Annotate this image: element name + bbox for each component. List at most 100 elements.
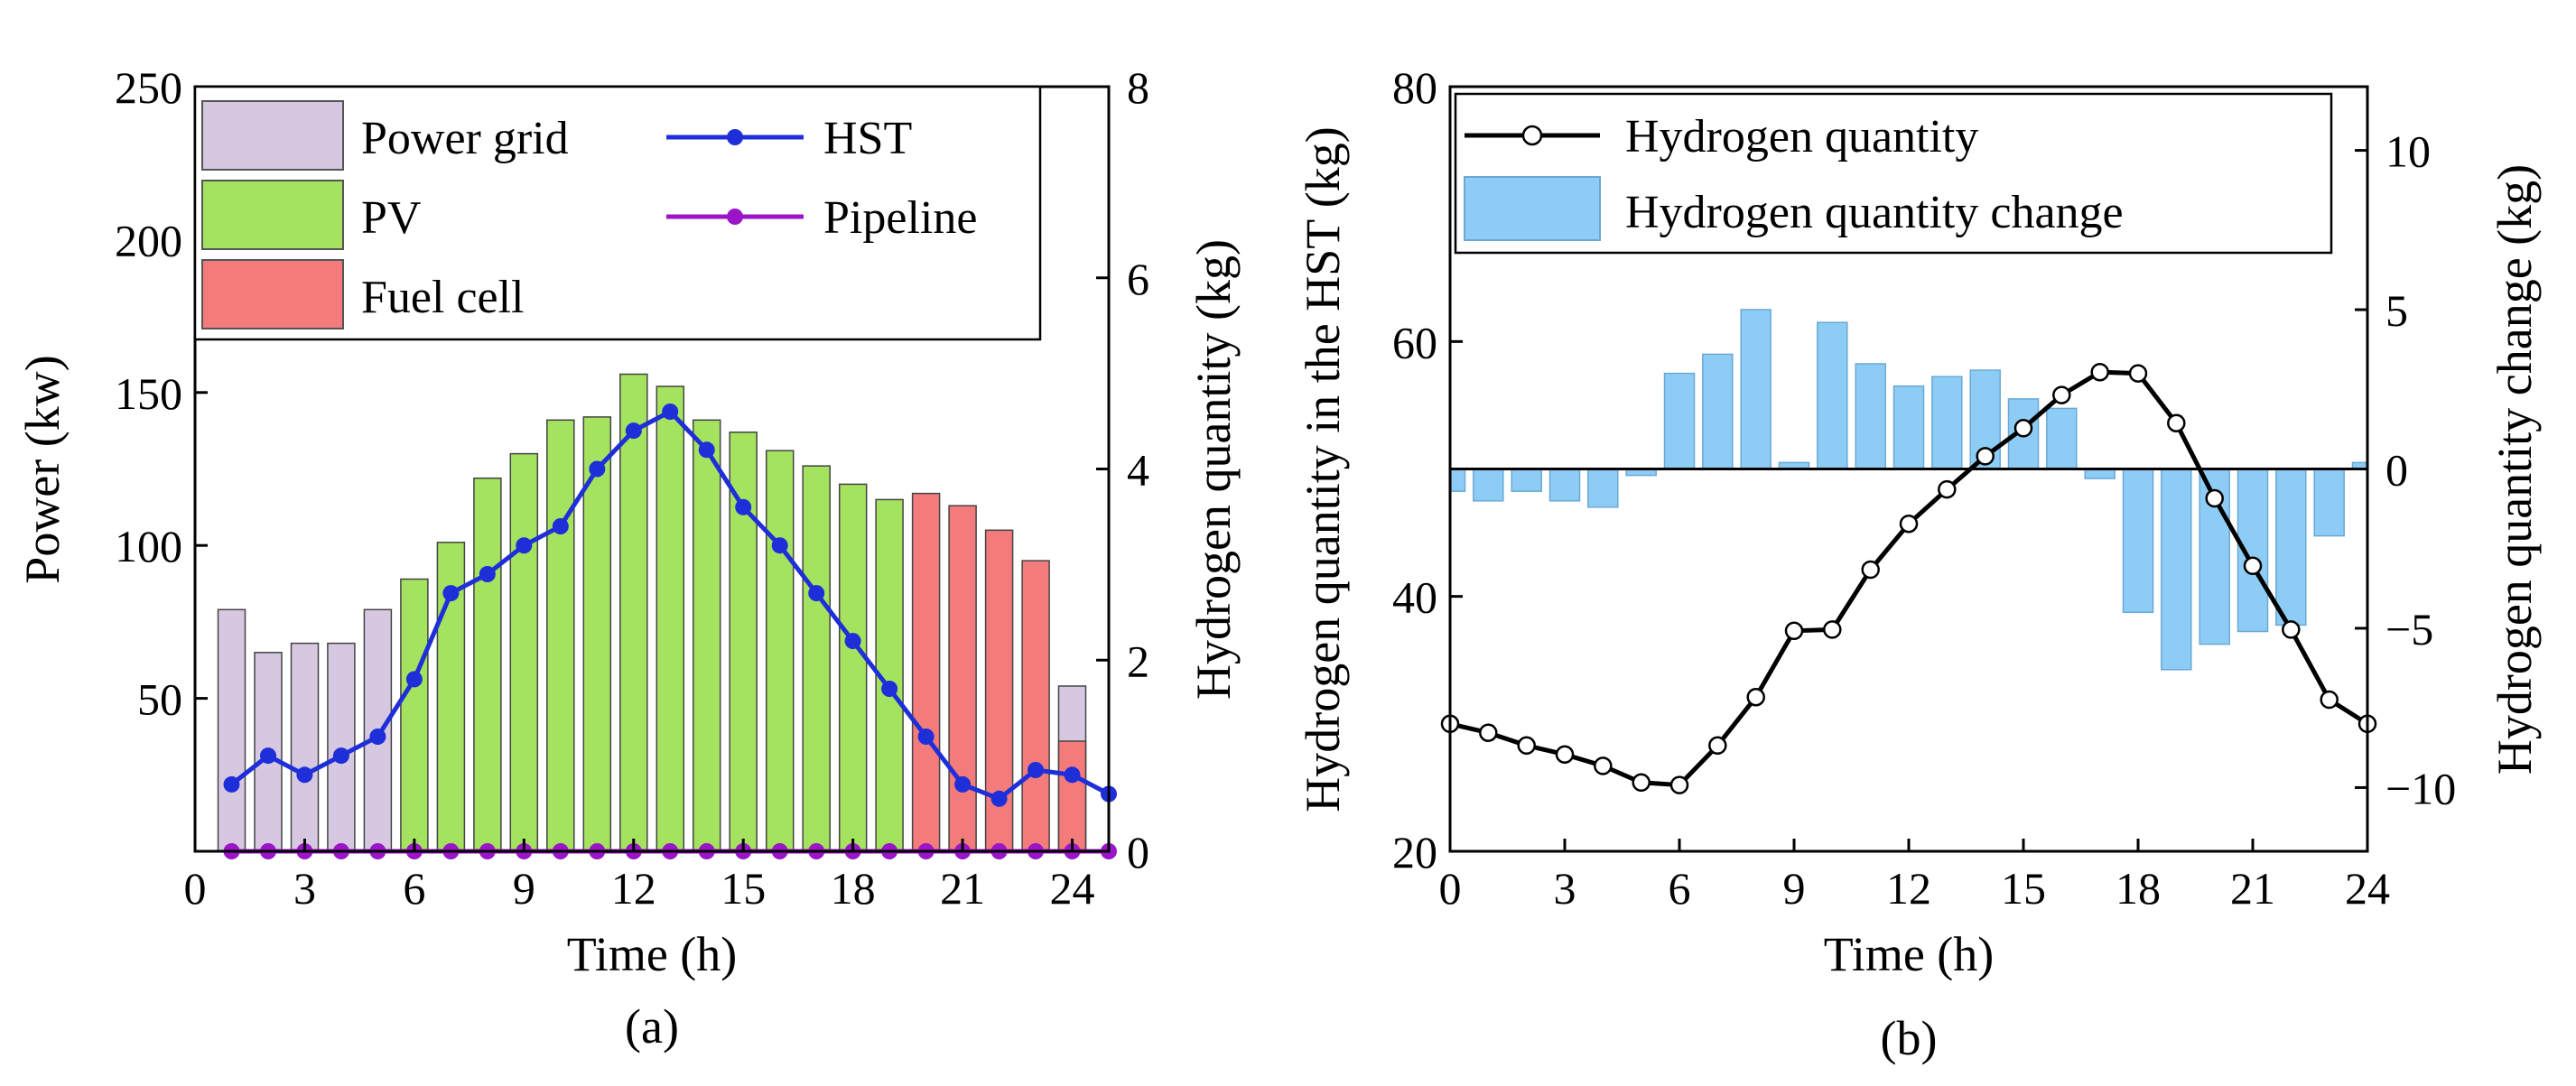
legend-swatch-fuel-cell (201, 259, 344, 330)
panel-b-y2-ticks: −10 −5 0 5 10 (2355, 126, 2456, 813)
panel-b-lines (1440, 362, 2377, 794)
panel-a-x-tick-label: 15 (721, 863, 766, 914)
bar-pv-6 (400, 578, 429, 852)
legend-swatch-pv (201, 180, 344, 250)
panel-a-x-tick-label: 24 (1050, 863, 1095, 914)
panel-b-x-tick-label: 15 (2001, 863, 2046, 914)
legend-label-hst: HST (823, 113, 912, 164)
bar-hydrogen-quantity-change-2 (1511, 468, 1542, 492)
legend-label-hydrogen-quantity: Hydrogen quantity (1625, 111, 1978, 162)
legend-label-pv: PV (361, 192, 421, 244)
legend-swatch-hydrogen-quantity-change (1464, 176, 1601, 241)
point-hydrogen-quantity-21 (2243, 556, 2263, 576)
point-hst-3 (296, 766, 313, 784)
point-hydrogen-quantity-23 (2320, 690, 2339, 710)
panel-a-y-tick-label: 50 (137, 674, 182, 725)
point-hydrogen-quantity-13 (1938, 479, 1957, 499)
panel-a-x-ticks: 0 3 6 9 12 15 18 21 24 (184, 839, 1095, 914)
bar-pv-14 (692, 419, 721, 852)
panel-b-y2-tick-label: 10 (2385, 126, 2431, 177)
panel-a-bars (217, 373, 1087, 852)
panel-b-x-tick-label: 21 (2230, 863, 2275, 914)
legend-swatch-power-grid (201, 100, 344, 171)
point-hst-16 (771, 537, 788, 554)
bar-pv-9 (509, 452, 539, 852)
point-hst-11 (589, 460, 606, 478)
panel-b-y-ticks: 20 40 60 80 (1392, 62, 1463, 877)
point-hydrogen-quantity-12 (1899, 514, 1919, 534)
point-hydrogen-quantity-15 (2013, 419, 2033, 438)
bar-fuel-cell-21 (948, 505, 977, 852)
bar-hydrogen-quantity-change-7 (1702, 353, 1734, 470)
legend-marker-hydrogen-quantity (1521, 125, 1543, 146)
bar-hydrogen-quantity-change-10 (1817, 321, 1848, 470)
point-hst-22 (990, 790, 1008, 807)
panel-a-y-tick-label: 200 (115, 215, 182, 265)
bar-hydrogen-quantity-change-11 (1855, 363, 1886, 470)
bar-power-grid-1 (217, 608, 246, 852)
legend-label-hydrogen-quantity-change: Hydrogen quantity change (1625, 187, 2124, 238)
bar-hydrogen-quantity-change-4 (1587, 468, 1619, 508)
point-hst-13 (662, 404, 679, 420)
panel-b-y2-tick-label: −5 (2385, 604, 2433, 654)
panel-b-y-tick-label: 20 (1392, 827, 1437, 877)
panel-a-y2-tick-label: 6 (1127, 254, 1149, 304)
panel-a-y-tick-label: 250 (115, 62, 182, 113)
point-hydrogen-quantity-22 (2282, 620, 2301, 639)
legend-label-power-grid: Power grid (361, 113, 569, 164)
panel-a-y2-tick-label: 2 (1127, 636, 1149, 686)
panel-b-x-tick-label: 3 (1554, 863, 1576, 914)
panel-a-x-tick-label: 0 (184, 863, 207, 914)
panel-a-label: (a) (625, 999, 679, 1054)
point-hydrogen-quantity-2 (1517, 736, 1536, 756)
panel-a-y2-tick-label: 4 (1127, 445, 1149, 496)
panel-b-y-tick-label: 80 (1392, 62, 1437, 113)
bar-hydrogen-quantity-change-14 (1969, 369, 2001, 470)
point-hydrogen-quantity-17 (2090, 362, 2109, 382)
bar-pv-7 (436, 542, 466, 852)
point-hst-7 (442, 585, 460, 602)
point-hst-4 (332, 747, 349, 765)
panel-b-y-tick-label: 40 (1392, 572, 1437, 623)
bar-fuel-cell-23 (1021, 560, 1050, 852)
point-hydrogen-quantity-6 (1669, 775, 1689, 794)
panel-b-label: (b) (1881, 1011, 1938, 1065)
point-hst-19 (881, 681, 898, 697)
point-hydrogen-quantity-19 (2167, 413, 2186, 432)
bar-hydrogen-quantity-change-12 (1892, 385, 1925, 470)
point-hst-23 (1028, 762, 1044, 778)
bar-hydrogen-quantity-change-8 (1740, 309, 1772, 470)
point-hst-5 (369, 729, 386, 745)
panel-b-x-tick-label: 24 (2345, 863, 2390, 914)
point-hst-17 (808, 585, 825, 602)
point-hst-1 (223, 775, 240, 793)
panel-a-x-tick-label: 6 (403, 863, 425, 914)
panel-a-y-ticks: 50 100 150 200 250 (115, 62, 208, 725)
bar-hydrogen-quantity-change-19 (2161, 468, 2192, 671)
legend-label-fuel-cell: Fuel cell (361, 272, 525, 323)
panel-a-y2-axis-label: Hydrogen quantity (kg) (1186, 239, 1241, 700)
panel-b-x-tick-label: 6 (1669, 863, 1691, 914)
point-hst-2 (260, 747, 276, 765)
point-hydrogen-quantity-16 (2052, 385, 2071, 404)
bar-pv-12 (619, 373, 648, 852)
panel-b-y-axis-label: Hydrogen quantity in the HST (kg) (1296, 126, 1350, 812)
panel-b-legend: Hydrogen quantity Hydrogen quantity chan… (1454, 92, 2333, 255)
panel-b-x-axis-label: Time (h) (1824, 927, 1995, 981)
bar-pv-17 (802, 465, 831, 852)
panel-a-x-axis-label: Time (h) (567, 927, 738, 981)
bar-pv-13 (656, 385, 685, 852)
panel-a-x-tick-label: 18 (831, 863, 876, 914)
point-hydrogen-quantity-1 (1479, 723, 1498, 742)
panel-a-y2-ticks: 0 2 4 6 8 (1096, 62, 1149, 877)
point-hydrogen-quantity-9 (1784, 621, 1804, 641)
point-hydrogen-quantity-10 (1823, 620, 1842, 639)
panel-a-y-tick-label: 100 (115, 521, 182, 571)
panel-b-x-tick-label: 18 (2116, 863, 2161, 914)
panel-a-y2-tick-label: 8 (1127, 62, 1149, 113)
bar-power-grid-3 (290, 642, 320, 852)
point-hydrogen-quantity-8 (1746, 687, 1765, 707)
